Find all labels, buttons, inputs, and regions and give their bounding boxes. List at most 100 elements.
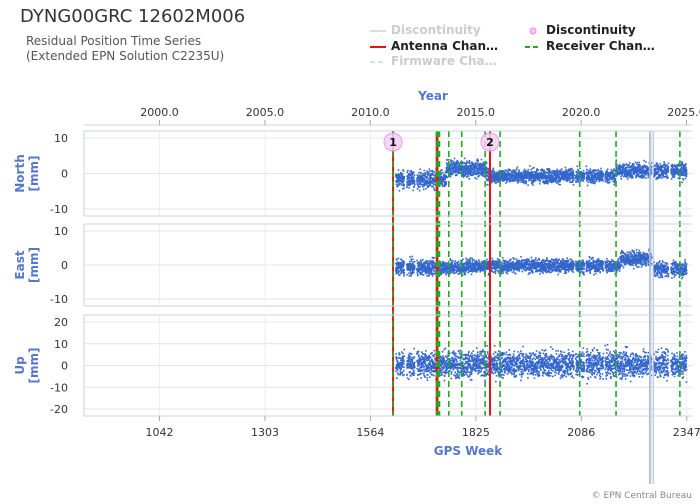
legend-symbol-firmware-change[interactable]: [370, 54, 386, 68]
data-point: [417, 184, 419, 186]
data-point: [421, 174, 424, 177]
data-point: [498, 170, 501, 172]
legend-symbol-discontinuity-line[interactable]: [370, 23, 386, 37]
data-point: [531, 174, 533, 176]
data-point: [613, 168, 615, 170]
data-point: [426, 267, 428, 270]
data-point: [520, 173, 523, 176]
data-point: [409, 260, 411, 263]
data-point: [518, 259, 521, 262]
data-point: [541, 169, 544, 171]
data-point: [646, 172, 649, 175]
data-point: [561, 260, 563, 263]
data-point: [416, 273, 419, 276]
data-point: [538, 259, 541, 261]
data-point: [396, 267, 399, 270]
data-point: [423, 261, 426, 264]
data-point: [467, 267, 470, 270]
data-point: [493, 170, 496, 173]
data-point: [560, 170, 563, 173]
legend-item-firmware-change[interactable]: Firmware Cha…: [391, 54, 497, 68]
legend-symbol-discontinuity-marker[interactable]: [525, 23, 541, 37]
data-point: [432, 182, 435, 185]
data-point: [471, 267, 473, 269]
data-point: [444, 272, 447, 274]
data-point: [546, 259, 549, 262]
legend-symbol-antenna-change[interactable]: [370, 39, 386, 53]
data-point: [422, 188, 425, 191]
data-point: [571, 181, 574, 183]
data-point: [420, 263, 423, 265]
data-point: [531, 173, 534, 175]
data-point: [519, 264, 521, 266]
data-point: [483, 166, 486, 168]
data-point: [396, 266, 398, 269]
data-point: [627, 167, 630, 169]
data-point: [535, 257, 537, 259]
data-point: [494, 272, 497, 275]
data-point: [547, 264, 549, 266]
data-point: [556, 168, 559, 171]
legend-symbol-receiver-change[interactable]: [525, 39, 541, 53]
data-point: [425, 187, 427, 190]
data-point: [483, 267, 485, 269]
data-point: [425, 272, 428, 274]
data-point: [525, 269, 528, 272]
data-point: [558, 183, 560, 186]
data-point: [491, 260, 494, 263]
data-point: [572, 183, 575, 186]
data-point: [548, 177, 551, 180]
data-point: [552, 259, 555, 262]
data-point: [407, 184, 410, 186]
data-point: [396, 185, 399, 188]
data-point: [512, 260, 515, 263]
data-point: [455, 266, 458, 269]
data-point: [660, 165, 663, 168]
data-point: [409, 183, 412, 185]
data-point: [536, 177, 539, 180]
data-point: [513, 178, 515, 180]
data-point: [473, 263, 476, 266]
data-point: [439, 267, 441, 269]
data-point: [535, 267, 538, 270]
data-point: [525, 263, 527, 266]
data-point: [553, 170, 555, 173]
data-point: [397, 266, 399, 268]
data-point: [625, 170, 627, 172]
data-point: [397, 264, 400, 267]
data-point: [664, 168, 667, 170]
data-point: [550, 179, 552, 181]
data-point: [544, 182, 546, 184]
data-point: [426, 260, 429, 262]
data-point: [600, 176, 603, 179]
data-point: [596, 174, 598, 176]
legend-item-discontinuity-marker[interactable]: Discontinuity: [546, 23, 636, 37]
data-point: [524, 176, 527, 178]
data-point: [527, 184, 529, 186]
data-point: [442, 177, 444, 180]
data-point: [445, 182, 448, 185]
data-point: [448, 169, 450, 172]
data-point: [541, 260, 543, 263]
data-point: [673, 176, 676, 178]
data-point: [494, 179, 497, 182]
data-point: [408, 176, 411, 179]
data-point: [559, 179, 562, 181]
data-point: [614, 169, 616, 172]
data-point: [428, 176, 431, 179]
legend-item-discontinuity-line[interactable]: Discontinuity: [391, 23, 481, 37]
data-point: [461, 268, 464, 270]
data-point: [627, 164, 629, 167]
data-point: [409, 262, 412, 265]
data-point: [468, 264, 471, 267]
data-point: [597, 168, 600, 171]
data-point: [554, 173, 556, 176]
data-point: [459, 161, 462, 164]
data-point: [514, 179, 516, 182]
data-point: [453, 157, 456, 160]
data-point: [424, 172, 427, 174]
legend-item-receiver-change[interactable]: Receiver Chan…: [546, 39, 655, 53]
data-point: [424, 272, 427, 275]
legend-item-antenna-change[interactable]: Antenna Chan…: [391, 39, 499, 53]
data-point: [583, 177, 585, 179]
